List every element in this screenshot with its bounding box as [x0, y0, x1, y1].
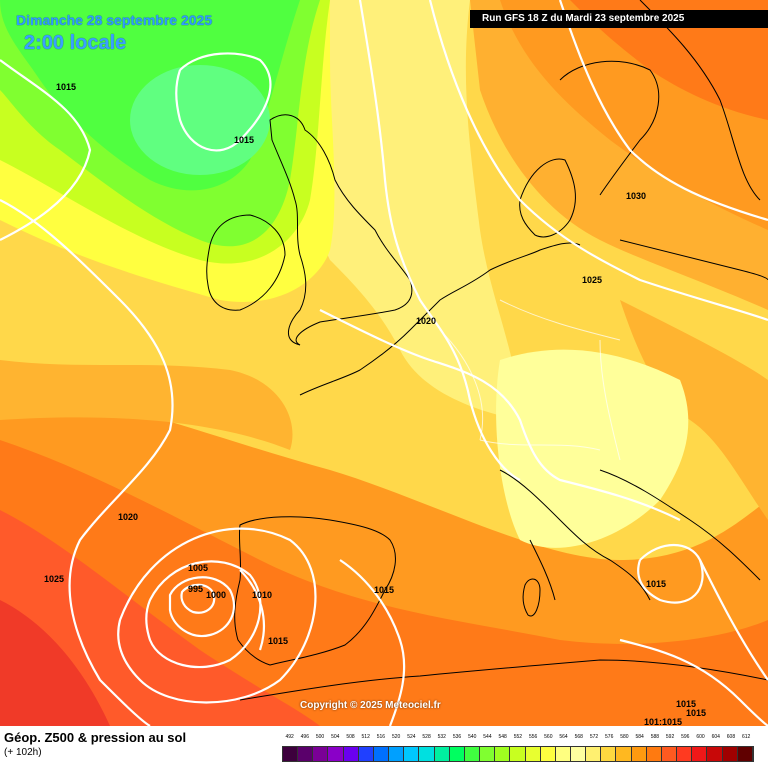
color-legend: 492 496 500 504 508 512 516 520 524 528 532 536 540 5… [282, 734, 754, 762]
legend-swatch [449, 747, 465, 761]
legend-value: 524 [407, 734, 416, 740]
isobar-label: 101:1015 [644, 717, 682, 726]
legend-swatch [373, 747, 390, 761]
copyright: Copyright © 2025 Meteociel.fr [300, 700, 441, 711]
isobar-label: 1015 [686, 708, 706, 718]
forecast-date: Dimanche 28 septembre 2025 [16, 12, 213, 28]
legend-swatch [555, 747, 571, 761]
legend-swatch [646, 747, 662, 761]
legend-value: 544 [483, 734, 492, 740]
legend-value: 612 [742, 734, 751, 740]
legend-value: 492 [285, 734, 294, 740]
legend-value: 540 [468, 734, 477, 740]
legend-swatch [389, 747, 405, 761]
legend-swatch [464, 747, 481, 761]
legend-swatch [328, 747, 344, 761]
legend-swatch [570, 747, 587, 761]
legend-swatch [631, 747, 647, 761]
legend-value: 592 [665, 734, 675, 740]
legend-value: 556 [528, 734, 538, 740]
legend-value: 520 [391, 734, 401, 740]
legend-swatch [313, 747, 329, 761]
isobars [0, 0, 768, 726]
legend-value: 536 [452, 734, 462, 740]
legend-value: 512 [361, 734, 370, 740]
forecast-time: 2:00 locale [24, 32, 127, 54]
legend-swatch [480, 747, 496, 761]
legend-value: 584 [635, 734, 644, 740]
legend-swatch [616, 747, 632, 761]
legend-swatch [298, 747, 314, 761]
legend-swatch [525, 747, 541, 761]
legend-value: 528 [422, 734, 431, 740]
legend-swatch [677, 747, 693, 761]
isobar-label: 1025 [582, 275, 602, 285]
legend-value: 596 [681, 734, 690, 740]
legend-value: 560 [544, 734, 553, 740]
legend-swatch [510, 747, 526, 761]
isobar-label: 1015 [374, 585, 394, 595]
legend-swatch [358, 747, 374, 761]
legend-value: 532 [437, 734, 446, 740]
legend-value: 576 [605, 734, 614, 740]
legend-swatch [661, 747, 678, 761]
legend-value: 496 [300, 734, 309, 740]
legend-swatch [737, 747, 753, 761]
legend-swatch [404, 747, 420, 761]
isobar-label: 1015 [646, 579, 666, 589]
legend-value: 608 [726, 734, 736, 740]
footer-bar: Géop. Z500 & pression au sol (+ 102h) 49… [0, 726, 768, 768]
legend-swatch [283, 747, 299, 761]
legend-value: 552 [513, 734, 523, 740]
isobar-label: 1015 [676, 699, 696, 709]
isobar-label: 1000 [206, 590, 226, 600]
legend-value: 504 [331, 734, 340, 740]
isobar-label: 1005 [188, 563, 208, 573]
legend-value: 548 [498, 734, 507, 740]
legend-value: 580 [620, 734, 629, 740]
legend-swatch [434, 747, 450, 761]
forecast-step: (+ 102h) [4, 747, 42, 758]
isobar-label: 1015 [234, 135, 254, 145]
legend-swatch [419, 747, 435, 761]
legend-swatch [707, 747, 723, 761]
isobar-label: 1030 [626, 191, 646, 201]
legend-value: 568 [574, 734, 583, 740]
legend-value: 508 [346, 734, 355, 740]
legend-swatch [495, 747, 511, 761]
legend-swatch [540, 747, 556, 761]
chart-title: Géop. Z500 & pression au sol [4, 730, 187, 745]
isobar-label: 1015 [268, 636, 288, 646]
legend-value: 516 [376, 734, 386, 740]
geopotential-field: 1015 1015 1030 1025 1020 1020 1025 1005 … [0, 0, 768, 726]
legend-labels: 492 496 500 504 508 512 516 520 524 528 532 536 540 5… [282, 734, 754, 744]
country-borders [439, 299, 621, 461]
isobar-label: 1020 [416, 316, 436, 326]
legend-value: 604 [711, 734, 720, 740]
isobar-label: 1010 [252, 590, 272, 600]
isobar-label: 995 [188, 584, 203, 594]
legend-bar [282, 746, 754, 762]
weather-map: 1015 1015 1030 1025 1020 1020 1025 1005 … [0, 0, 768, 726]
run-info: Run GFS 18 Z du Mardi 23 septembre 2025 [470, 10, 768, 28]
legend-swatch [586, 747, 602, 761]
legend-swatch [601, 747, 617, 761]
isobar-label: 1015 [56, 82, 76, 92]
coastlines [206, 0, 768, 701]
legend-value: 500 [315, 734, 325, 740]
legend-value: 588 [650, 734, 660, 740]
legend-swatch [692, 747, 708, 761]
isobar-label: 1020 [118, 512, 138, 522]
legend-swatch [722, 747, 738, 761]
legend-value: 600 [696, 734, 705, 740]
legend-value: 564 [559, 734, 568, 740]
isobar-label: 1025 [44, 574, 64, 584]
isobar-label-group: 1015 1015 1030 1025 1020 1020 1025 1005 … [44, 82, 706, 726]
legend-swatch [343, 747, 359, 761]
legend-value: 572 [589, 734, 599, 740]
